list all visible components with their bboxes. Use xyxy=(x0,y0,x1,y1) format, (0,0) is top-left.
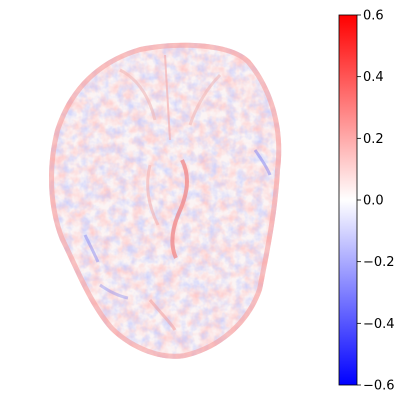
colorbar: 0.6 0.4 0.2 0.0 −0.2 −0.4 −0.6 xyxy=(339,9,395,394)
colorbar-tick-label: −0.4 xyxy=(363,317,395,332)
colorbar-tick-label: −0.2 xyxy=(363,255,395,270)
colorbar-tick-label: 0.6 xyxy=(363,9,384,24)
colorbar-gradient xyxy=(339,15,357,385)
colorbar-ticks: 0.6 0.4 0.2 0.0 −0.2 −0.4 −0.6 xyxy=(357,9,395,394)
colorbar-tick-label: −0.6 xyxy=(363,379,395,394)
colorbar-tick-label: 0.4 xyxy=(363,70,384,85)
colorbar-tick-label: 0.0 xyxy=(363,194,384,209)
brain-slice-image xyxy=(40,35,290,365)
colorbar-tick-label: 0.2 xyxy=(363,132,384,147)
